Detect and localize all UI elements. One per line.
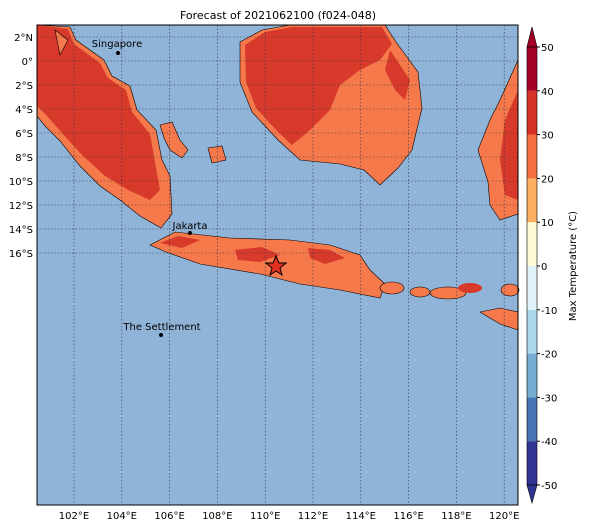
lon-label: 112°E [298, 511, 328, 522]
colorbar-segment [527, 309, 537, 354]
lat-label: 4°S [15, 105, 33, 116]
lat-label: 2°N [14, 33, 33, 44]
lat-label: 16°S [9, 249, 33, 260]
lon-label: 104°E [107, 511, 137, 522]
colorbar-tick-label: 50 [541, 43, 554, 54]
colorbar-segment [527, 266, 537, 310]
colorbar-tick-label: 30 [541, 131, 554, 142]
colorbar-segment [527, 47, 537, 91]
colorbar-tick-label: -50 [541, 481, 557, 492]
map-frame [36, 24, 519, 506]
lat-label: 10°S [9, 177, 33, 188]
lat-label: 14°S [9, 225, 33, 236]
colorbar-extend [526, 26, 538, 48]
lon-label: 108°E [202, 511, 232, 522]
lon-label: 114°E [346, 511, 376, 522]
lat-label: 0° [22, 57, 33, 68]
place-label: Singapore [92, 39, 142, 50]
colorbar-segment [527, 222, 537, 266]
star-marker [264, 254, 288, 277]
places: Singapore Jakarta The Settlement [92, 39, 288, 337]
colorbar-segment [527, 134, 537, 179]
colorbar-tick-label: 10 [541, 218, 554, 229]
colorbar-segment [527, 90, 537, 135]
colorbar-tick-label: -20 [541, 350, 557, 361]
colorbar-tick-label: -30 [541, 393, 557, 404]
title: Forecast of 2021062100 (f024-048) [180, 9, 376, 22]
lon-label: 102°E [59, 511, 89, 522]
place-dot [188, 231, 192, 235]
colorbar-tick-label: -40 [541, 437, 557, 448]
colorbar-segment [527, 353, 537, 398]
land [36, 24, 520, 331]
colorbar-label: Max Temperature (°C) [568, 211, 579, 321]
lon-label: 118°E [441, 511, 471, 522]
colorbar-tick-label: 20 [541, 174, 554, 185]
colorbar-segment [527, 441, 537, 485]
colorbar-tick-label: 40 [541, 87, 554, 98]
place-label: The Settlement [122, 322, 200, 333]
lon-label: 106°E [154, 511, 184, 522]
colorbar-extend [526, 484, 538, 505]
lat-label: 8°S [15, 153, 33, 164]
place-label: Jakarta [172, 221, 208, 232]
lat-label: 2°S [15, 81, 33, 92]
colorbar-tick-label: 0 [541, 262, 547, 273]
lon-label: 110°E [250, 511, 280, 522]
lon-label: 120°E [489, 511, 519, 522]
lat-label: 12°S [9, 201, 33, 212]
colorbar-tick-label: -10 [541, 306, 557, 317]
place-dot [116, 51, 120, 55]
lon-label: 116°E [393, 511, 423, 522]
colorbar-segment [527, 397, 537, 442]
place-dot [159, 333, 163, 337]
colorbar-segment [527, 178, 537, 223]
lat-label: 6°S [15, 129, 33, 140]
